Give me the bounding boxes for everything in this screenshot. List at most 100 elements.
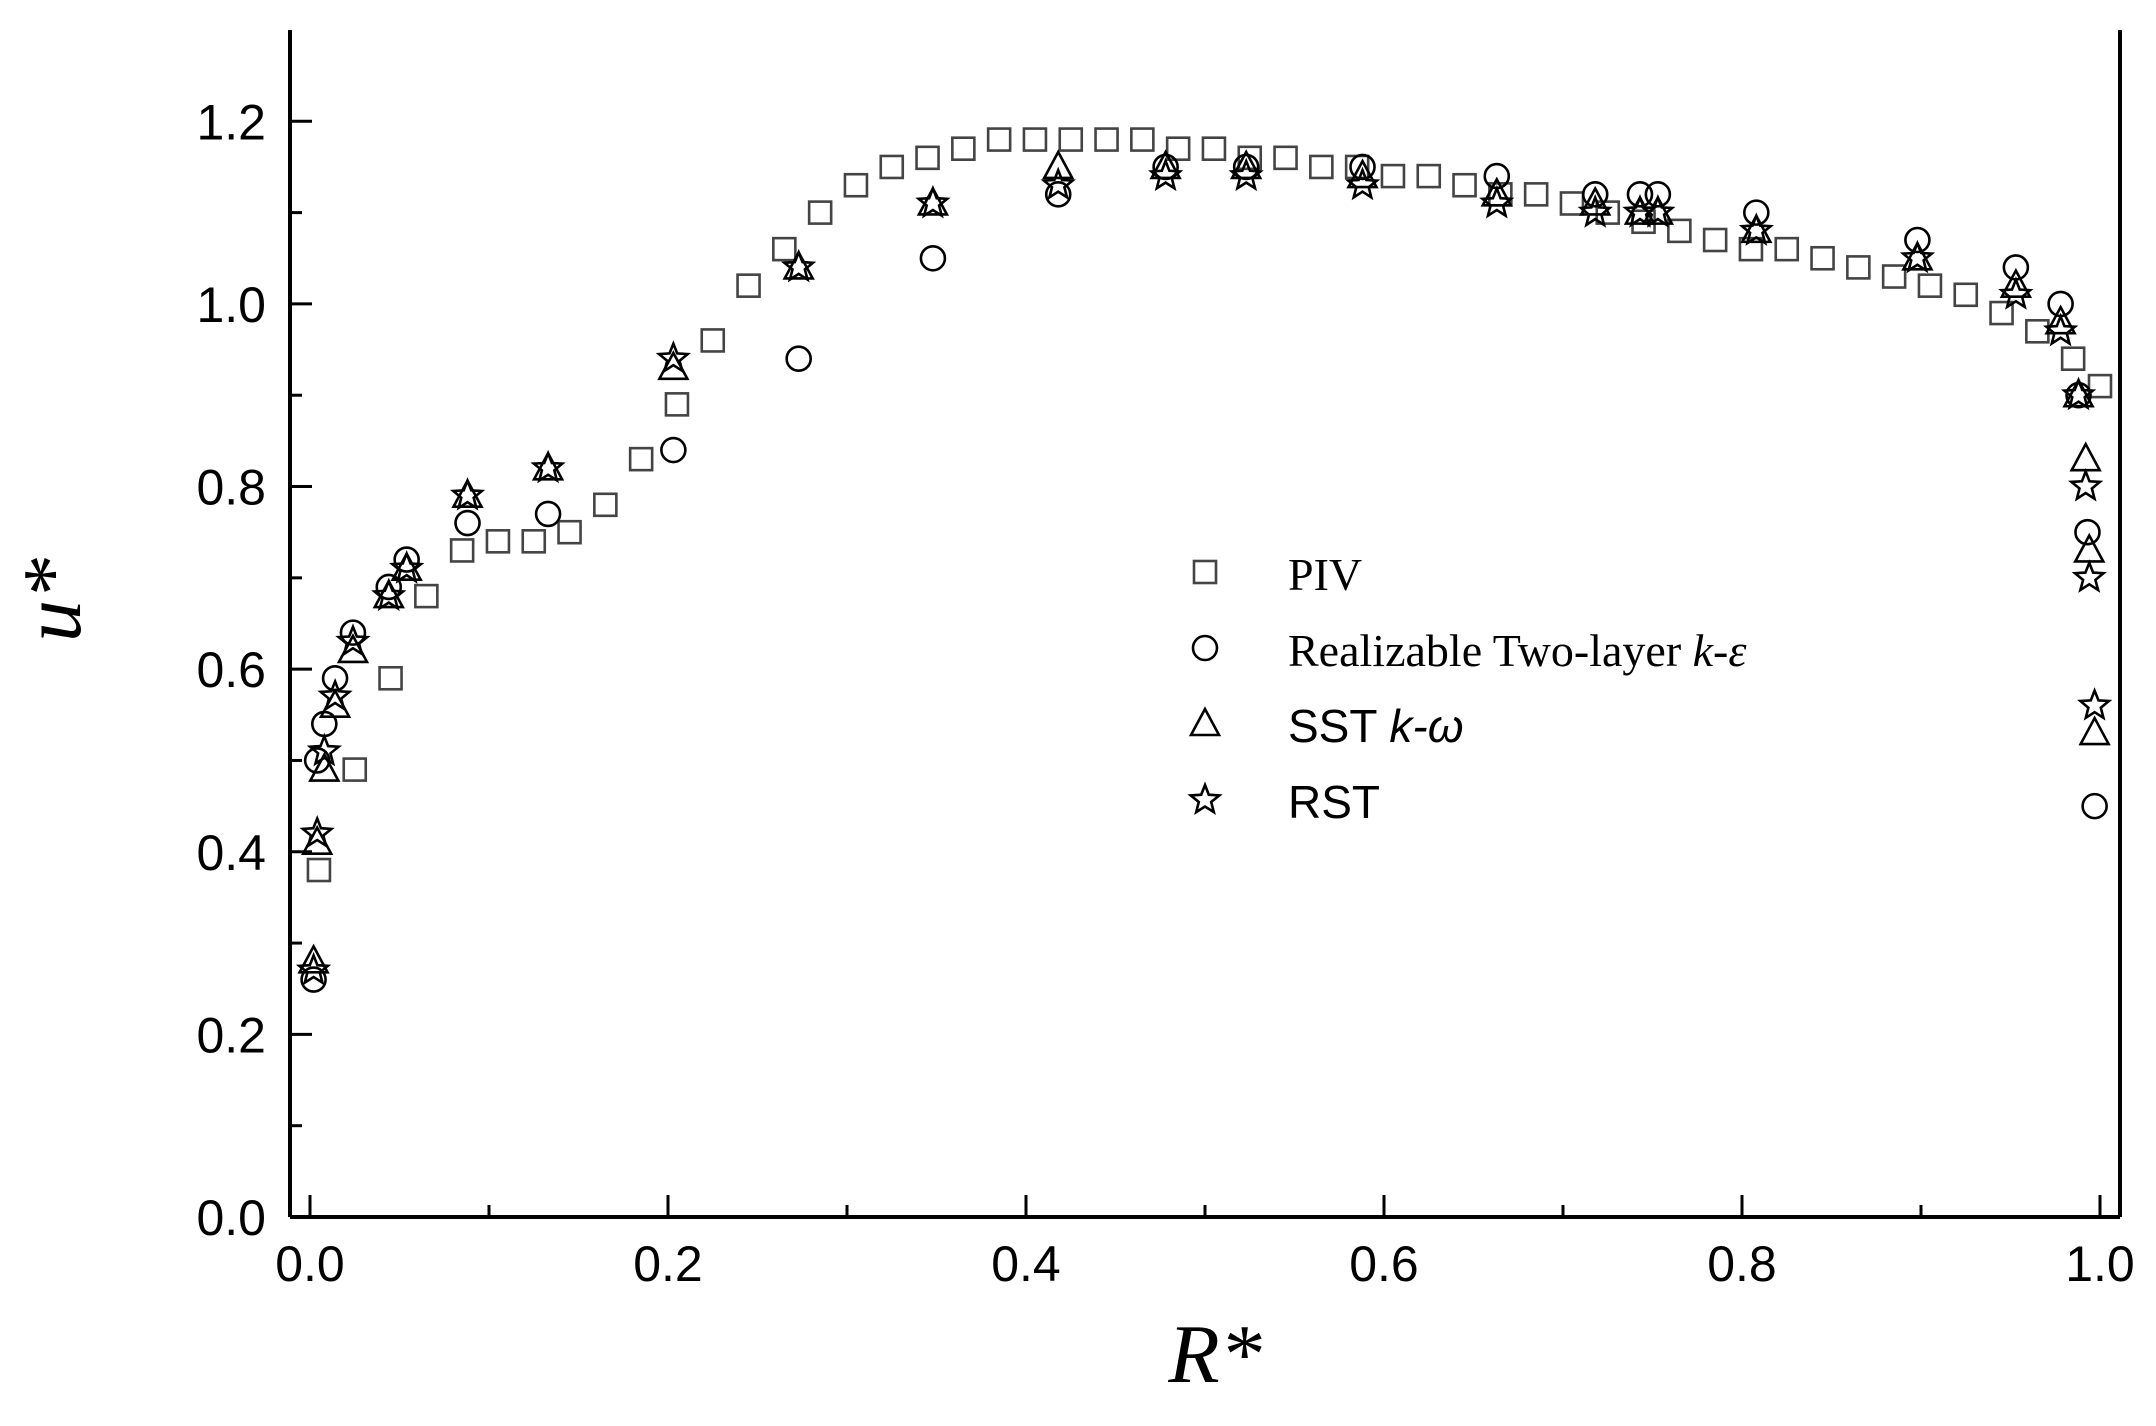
data-point-triangle — [2069, 441, 2102, 472]
data-point-circle — [785, 345, 812, 373]
x-tick-label: 0.6 — [1349, 1236, 1419, 1292]
data-point-triangle — [916, 185, 950, 216]
legend: PIV Realizable Two-layer k-ε SST k-ω RST — [1187, 549, 1747, 828]
legend-marker-square-shape — [1192, 559, 1218, 585]
data-point-circle — [1626, 181, 1654, 208]
data-point-square — [772, 236, 797, 262]
data-point-star — [388, 550, 425, 584]
data-point-star — [2043, 312, 2079, 347]
data-point-square — [1917, 273, 1943, 298]
series-star — [295, 157, 2113, 986]
data-point-square — [1810, 245, 1835, 271]
data-point-square — [700, 328, 726, 353]
y-tick-label: 0.6 — [196, 642, 266, 698]
data-point-square — [1523, 182, 1549, 207]
series-square — [306, 127, 2113, 883]
y-tick-label: 0.2 — [196, 1007, 266, 1063]
y-tick-label: 0.8 — [196, 460, 266, 516]
data-point-circle — [339, 619, 367, 646]
data-point-star — [2060, 376, 2097, 411]
data-point-square — [557, 519, 582, 545]
data-point-square — [1309, 154, 1334, 180]
data-point-square — [414, 583, 439, 609]
plot-axes — [288, 30, 2122, 1219]
legend-item-rst: RST — [1187, 776, 1380, 828]
data-point-triangle — [297, 943, 330, 974]
data-point-square — [593, 492, 618, 518]
data-point-circle — [919, 244, 947, 272]
data-point-triangle — [1149, 149, 1182, 180]
y-tick-label: 1.2 — [196, 94, 266, 150]
data-point-square — [986, 127, 1012, 152]
data-point-square — [1058, 127, 1084, 152]
data-point-star — [1479, 184, 1515, 219]
data-point-square — [736, 273, 761, 298]
data-point-circle — [2047, 290, 2074, 318]
data-point-square — [1380, 163, 1406, 189]
data-point-square — [1595, 200, 1621, 225]
data-point-star — [335, 623, 371, 657]
legend-marker-star — [1187, 781, 1223, 815]
data-point-square — [1881, 264, 1907, 289]
data-point-triangle — [531, 450, 565, 481]
data-point-star — [449, 477, 486, 511]
data-point-square — [1702, 227, 1728, 253]
data-point-square — [378, 665, 403, 691]
data-point-square — [1774, 236, 1800, 262]
data-point-square — [1846, 255, 1871, 280]
data-point-square — [1738, 236, 1764, 262]
x-axis-title: R* — [1167, 1308, 1261, 1401]
data-point-square — [843, 172, 869, 198]
data-point-square — [1201, 136, 1227, 161]
data-point-triangle — [1480, 176, 1513, 207]
data-point-square — [1559, 191, 1585, 216]
data-point-square — [1989, 300, 2014, 326]
data-point-circle — [660, 436, 687, 464]
data-point-square — [1130, 127, 1155, 152]
data-point-square — [1667, 218, 1692, 244]
data-point-triangle — [2078, 715, 2111, 746]
data-point-triangle — [1042, 149, 1075, 180]
data-point-square — [1273, 145, 1298, 171]
data-markers — [295, 127, 2113, 993]
data-point-triangle — [1740, 213, 1773, 244]
data-point-star — [1577, 194, 1613, 228]
legend-label-piv: PIV — [1288, 549, 1362, 600]
data-point-square — [1953, 282, 1979, 308]
data-point-star — [371, 577, 407, 612]
data-point-circle — [1044, 181, 1072, 208]
legend-marker-triangle-shape — [1188, 706, 1222, 737]
data-point-circle — [1743, 199, 1770, 226]
data-point-circle — [1644, 181, 1672, 208]
data-point-star — [1148, 157, 1184, 192]
legend-label-rst: RST — [1288, 776, 1380, 828]
data-point-star — [915, 184, 951, 219]
data-point-square — [2025, 319, 2050, 344]
data-point-square — [807, 200, 833, 225]
legend-item-sst: SST k-ω — [1188, 700, 1464, 752]
data-point-star — [655, 340, 691, 374]
data-point-triangle — [308, 751, 341, 782]
legend-item-realizable: Realizable Two-layer k-ε — [1191, 625, 1747, 676]
data-point-triangle — [390, 550, 423, 582]
data-point-star — [1344, 166, 1381, 201]
data-point-square — [306, 857, 332, 883]
data-point-triangle — [451, 477, 484, 508]
legend-marker-star-shape — [1187, 781, 1223, 815]
data-point-star — [2071, 559, 2107, 593]
data-point-star — [1998, 276, 2034, 310]
legend-marker-square — [1192, 559, 1218, 585]
legend-label-sst: SST k-ω — [1288, 700, 1464, 752]
data-point-triangle — [1579, 185, 1612, 216]
x-tick-label: 0.4 — [991, 1236, 1061, 1292]
data-point-triangle — [2044, 304, 2077, 335]
data-point-star — [306, 732, 343, 767]
y-tick-label: 0.0 — [196, 1190, 266, 1246]
data-point-square — [1022, 127, 1048, 152]
data-point-star — [1738, 212, 1774, 246]
data-point-triangle — [1999, 267, 2033, 298]
legend-marker-circle-shape — [1191, 634, 1219, 662]
y-tick-label: 1.0 — [196, 277, 266, 333]
data-point-circle — [454, 509, 481, 537]
